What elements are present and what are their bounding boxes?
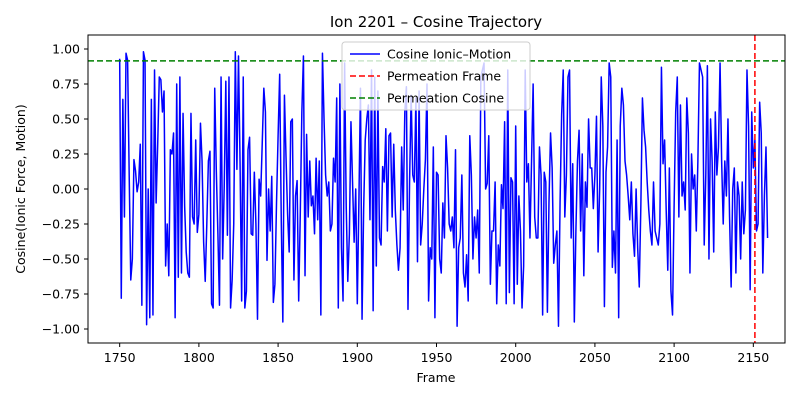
chart-title: Ion 2201 – Cosine Trajectory [330,13,542,31]
series-line-cosine [118,51,769,327]
series-layer [88,35,785,343]
y-tick-label: 0.25 [52,147,80,162]
y-tick-label: 0.00 [52,182,80,197]
x-tick-label: 1800 [183,350,215,365]
y-tick-label: −0.25 [42,217,80,232]
x-tick-label: 1750 [104,350,136,365]
legend-label: Cosine Ionic–Motion [387,47,511,62]
x-tick-label: 1850 [262,350,294,365]
x-tick-label: 2150 [737,350,769,365]
legend: Cosine Ionic–Motion Permeation Frame Perme… [341,41,531,111]
legend-label: Permeation Frame [387,69,501,84]
y-axis-label: Cosine(Ionic Force, Motion) [13,104,28,273]
y-tick-label: 1.00 [52,42,80,57]
x-tick-label: 1950 [421,350,453,365]
x-tick-label: 2100 [658,350,690,365]
y-tick-label: −1.00 [42,322,80,337]
x-tick-label: 2000 [500,350,532,365]
x-tick-label: 1900 [341,350,373,365]
legend-box [341,41,531,111]
y-tick-label: −0.50 [42,252,80,267]
x-axis-label: Frame [417,370,456,385]
x-tick-label: 2050 [579,350,611,365]
y-tick-label: 0.50 [52,112,80,127]
y-tick-label: 0.75 [52,77,80,92]
x-axis: 1750 1800 1850 1900 1950 2000 2050 2100 2150 [104,343,769,365]
y-axis: −1.00 −0.75 −0.50 −0.25 0.00 0.25 0.50 0.75 1.00 [42,42,88,337]
legend-label: Permeation Cosine [387,91,504,106]
y-tick-label: −0.75 [42,287,80,302]
